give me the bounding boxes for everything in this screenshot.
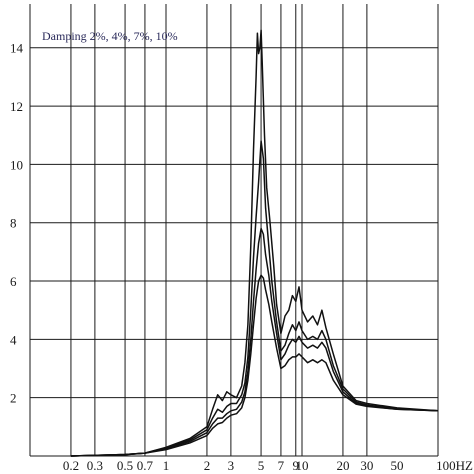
series-line-3	[70, 227, 439, 457]
series-group	[70, 29, 439, 457]
x-tick-label: 1	[163, 458, 170, 473]
series-line-2	[70, 140, 439, 457]
y-tick-label: 2	[10, 391, 17, 406]
y-tick-label: 8	[10, 216, 17, 231]
x-tick-label: 100HZ	[436, 458, 473, 473]
x-tick-label: 20	[336, 458, 349, 473]
y-tick-label: 10	[10, 157, 23, 172]
x-tick-label: 5	[258, 458, 265, 473]
x-tick-label: 3	[228, 458, 235, 473]
y-tick-label: 6	[10, 274, 17, 289]
x-tick-label: 2	[204, 458, 211, 473]
series-line-1	[70, 29, 439, 457]
legend-text: Damping 2%, 4%, 7%, 10%	[42, 29, 178, 43]
y-tick-label: 12	[10, 99, 23, 114]
x-tick-label: 0.2	[63, 458, 79, 473]
x-tick-label: 10	[296, 458, 309, 473]
y-tick-label: 4	[10, 332, 17, 347]
x-tick-label: 0.3	[87, 458, 103, 473]
x-tick-label: 9	[293, 458, 300, 473]
grid	[29, 4, 439, 457]
x-tick-label: 0.7	[137, 458, 154, 473]
series-line-4	[70, 274, 439, 457]
x-tick-label: 50	[391, 458, 404, 473]
x-tick-label: 7	[278, 458, 285, 473]
x-tick-label: 0.5	[117, 458, 133, 473]
y-tick-label: 14	[10, 41, 24, 56]
x-tick-label: 30	[360, 458, 373, 473]
